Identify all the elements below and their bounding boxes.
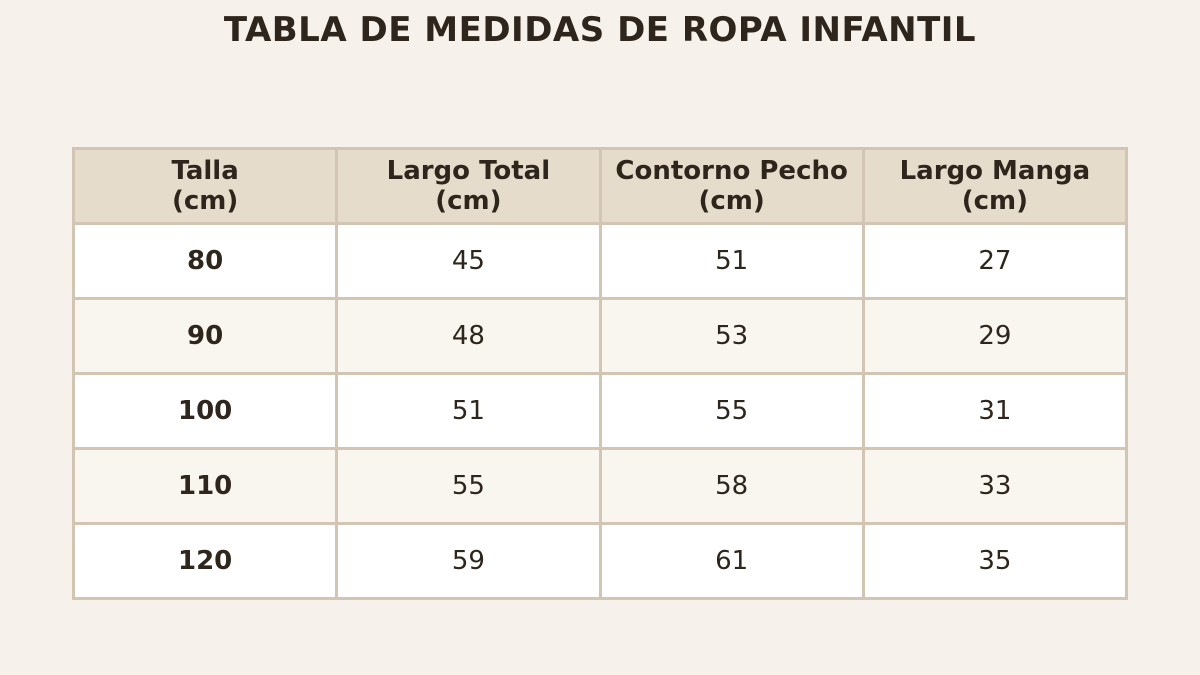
sleeve-cell: 31 <box>861 372 1129 450</box>
column-header-label: Contorno Pecho <box>615 156 848 186</box>
column-header-label: Talla <box>171 156 239 186</box>
sleeve-cell: 33 <box>861 447 1129 525</box>
size-cell: 100 <box>71 372 339 450</box>
column-header-unit: (cm) <box>435 186 502 216</box>
chest-cell: 61 <box>598 522 865 600</box>
table-row: 110 55 58 33 <box>71 447 1129 525</box>
column-header-total-length: Largo Total (cm) <box>335 147 602 225</box>
size-cell: 110 <box>71 447 339 525</box>
total-length-cell: 51 <box>335 372 602 450</box>
chest-cell: 53 <box>598 297 865 375</box>
sleeve-cell: 27 <box>861 222 1129 300</box>
column-header-size: Talla (cm) <box>71 147 339 225</box>
table-row: 90 48 53 29 <box>71 297 1129 375</box>
table-row: 80 45 51 27 <box>71 222 1129 300</box>
table-row: 100 51 55 31 <box>71 372 1129 450</box>
chest-cell: 55 <box>598 372 865 450</box>
column-header-unit: (cm) <box>698 186 765 216</box>
total-length-cell: 45 <box>335 222 602 300</box>
total-length-cell: 59 <box>335 522 602 600</box>
sleeve-cell: 35 <box>861 522 1129 600</box>
size-chart-table: Talla (cm) Largo Total (cm) Contorno Pec… <box>71 147 1129 600</box>
total-length-cell: 48 <box>335 297 602 375</box>
column-header-sleeve: Largo Manga (cm) <box>861 147 1129 225</box>
size-cell: 120 <box>71 522 339 600</box>
column-header-unit: (cm) <box>961 186 1029 216</box>
column-header-label: Largo Manga <box>899 156 1091 186</box>
size-cell: 90 <box>71 297 339 375</box>
chest-cell: 51 <box>598 222 865 300</box>
table-row: 120 59 61 35 <box>71 522 1129 600</box>
table-header-row: Talla (cm) Largo Total (cm) Contorno Pec… <box>71 147 1129 225</box>
size-cell: 80 <box>71 222 339 300</box>
column-header-chest: Contorno Pecho (cm) <box>598 147 865 225</box>
chest-cell: 58 <box>598 447 865 525</box>
column-header-unit: (cm) <box>171 186 239 216</box>
column-header-label: Largo Total <box>386 156 551 186</box>
page-title: TABLA DE MEDIDAS DE ROPA INFANTIL <box>223 10 977 50</box>
sleeve-cell: 29 <box>861 297 1129 375</box>
total-length-cell: 55 <box>335 447 602 525</box>
